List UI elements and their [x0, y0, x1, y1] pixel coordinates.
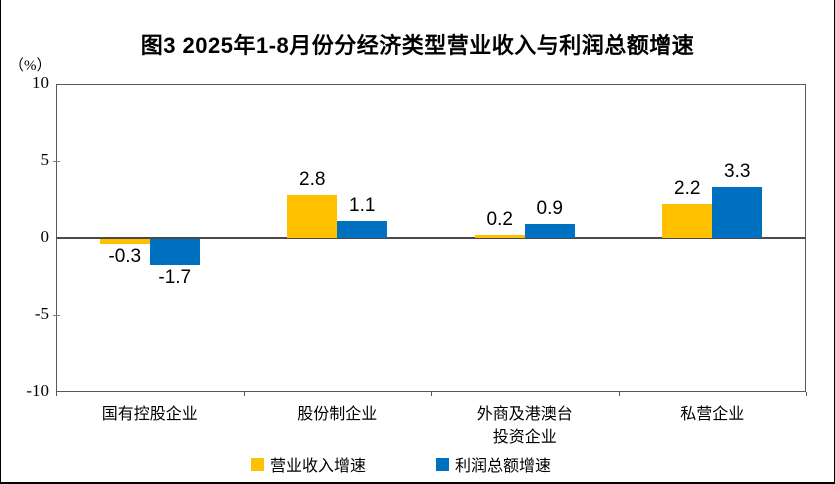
x-tick-mark — [243, 392, 245, 396]
bar — [524, 224, 575, 238]
category-label: 外商及港澳台 投资企业 — [476, 406, 573, 446]
bar-value-label: 0.2 — [486, 208, 513, 230]
bar — [662, 204, 713, 238]
chart-legend: 营业收入增速 利润总额增速 — [1, 452, 801, 476]
bar-value-label: 0.9 — [536, 198, 563, 220]
bar-value-label: -1.7 — [158, 267, 192, 289]
bar-value-label: 1.1 — [349, 195, 376, 217]
bar — [712, 187, 763, 238]
y-tick-label: -5 — [34, 304, 49, 323]
zero-axis-line — [56, 237, 806, 239]
bar-value-label: 2.8 — [299, 168, 326, 190]
y-tick-label: -10 — [26, 381, 49, 400]
y-tick-mark — [53, 161, 60, 162]
x-tick-mark — [806, 392, 807, 396]
bar-value-label: 2.2 — [674, 178, 701, 200]
x-tick-mark — [431, 392, 432, 396]
legend-item: 营业收入增速 — [250, 452, 366, 476]
y-tick-label: 10 — [32, 73, 49, 92]
category-label: 股份制企业 — [297, 406, 378, 423]
category-label: 国有控股企业 — [101, 406, 198, 423]
legend-label: 营业收入增速 — [269, 458, 366, 475]
legend-swatch-icon — [250, 457, 264, 471]
legend-swatch-icon — [436, 457, 449, 471]
y-tick-label: 0 — [40, 227, 50, 246]
category-label: 私营企业 — [680, 406, 745, 423]
bar — [287, 194, 338, 238]
chart-title: 图3 2025年1-8月份分经济类型营业收入与利润总额增速 — [140, 33, 695, 58]
legend-item: 利润总额增速 — [436, 452, 551, 476]
x-tick-mark — [618, 392, 620, 396]
y-tick-mark — [53, 315, 60, 316]
legend-label: 利润总额增速 — [455, 458, 552, 475]
bar-value-label: 3.3 — [724, 161, 751, 183]
y-tick-label: 5 — [40, 150, 50, 169]
bar — [474, 234, 525, 238]
y-axis-unit-label: （%） — [9, 58, 52, 74]
bar — [337, 221, 388, 238]
bar — [99, 239, 150, 244]
bar — [149, 239, 200, 266]
x-tick-mark — [56, 392, 57, 396]
bar-value-label: -0.3 — [108, 245, 142, 267]
